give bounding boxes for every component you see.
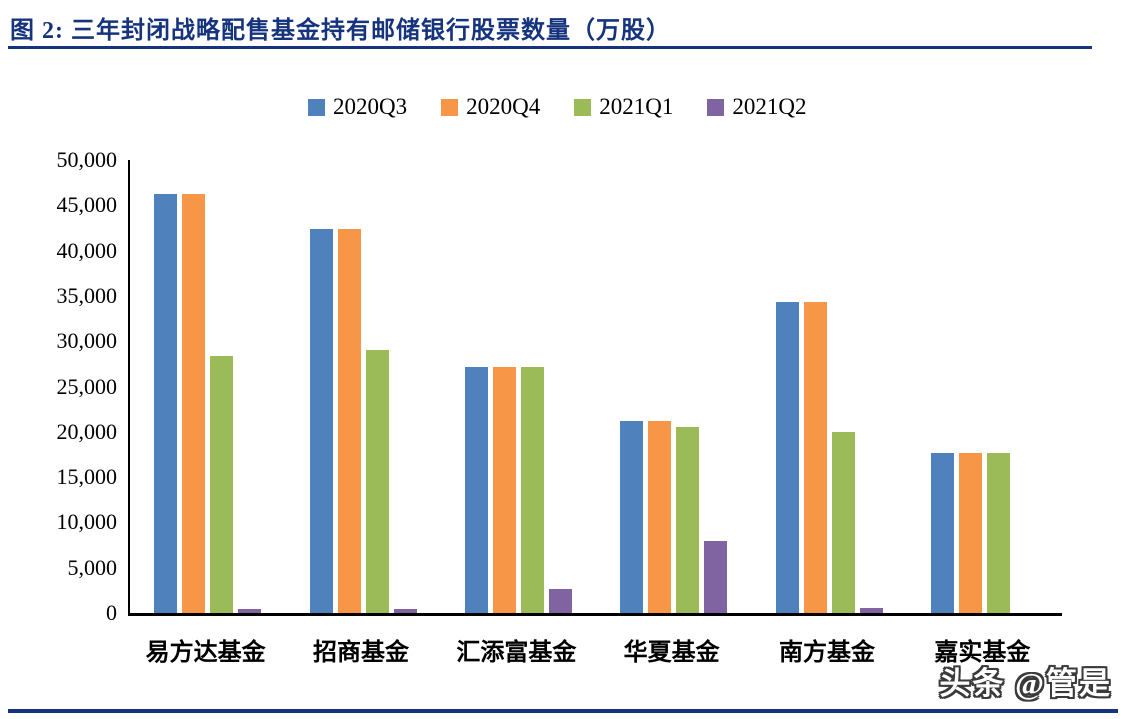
bar-2021Q1-嘉实基金 (986, 452, 1010, 613)
x-category-label-嘉实基金: 嘉实基金 (934, 640, 1031, 666)
y-tick-label-50000: 50,000 (56, 147, 118, 172)
title-rule (8, 46, 1092, 49)
x-category-label-华夏基金: 华夏基金 (623, 640, 720, 666)
legend-swatch-2020Q4 (441, 98, 459, 116)
bar-2020Q3-南方基金 (775, 302, 799, 613)
chart-legend: 2020Q3 2020Q4 2021Q1 2021Q2 (308, 94, 807, 120)
page-title: 图 2: 三年封闭战略配售基金持有邮储银行股票数量（万股） (10, 18, 671, 44)
bar-2020Q4-嘉实基金 (958, 452, 982, 613)
bar-2021Q2-招商基金 (393, 609, 417, 613)
legend-label-2020Q3: 2020Q3 (333, 94, 408, 119)
x-category-label-南方基金: 南方基金 (779, 640, 875, 666)
bar-2021Q1-汇添富基金 (520, 366, 544, 613)
bar-2020Q4-南方基金 (803, 302, 827, 613)
y-tick-label-5000: 5,000 (67, 554, 118, 580)
y-tick-label-45000: 45,000 (56, 192, 118, 218)
bar-2021Q2-易方达基金 (238, 609, 262, 613)
legend-label-2020Q4: 2020Q4 (466, 94, 541, 119)
x-axis-labels: 易方达基金 招商基金 汇添富基金 华夏基金 南方基金 嘉实基金 (128, 632, 1060, 666)
y-tick-label-0: 0 (106, 600, 117, 625)
bar-2021Q1-南方基金 (831, 431, 855, 613)
bar-2020Q3-易方达基金 (154, 193, 178, 613)
y-tick-label-25000: 25,000 (56, 373, 118, 399)
bottom-rule (8, 709, 1118, 713)
y-axis-labels: 0 5,000 10,000 15,000 20,000 25,000 30,000 35,0… (0, 149, 118, 624)
bar-2021Q2-汇添富基金 (548, 588, 572, 613)
legend-label-2021Q2: 2021Q2 (732, 94, 807, 119)
y-tick-label-40000: 40,000 (56, 237, 118, 263)
bar-2021Q1-招商基金 (365, 350, 389, 613)
bar-2021Q1-华夏基金 (676, 427, 700, 613)
x-category-label-招商基金: 招商基金 (313, 640, 409, 666)
y-tick-label-35000: 35,000 (56, 282, 118, 308)
bar-2020Q3-招商基金 (309, 228, 333, 613)
bar-2020Q4-汇添富基金 (492, 366, 516, 613)
y-tick-label-30000: 30,000 (56, 328, 118, 354)
legend-swatch-2021Q1 (574, 98, 592, 116)
legend-item-2020Q3: 2020Q3 (308, 94, 407, 120)
legend-item-2021Q1: 2021Q1 (574, 94, 673, 120)
y-tick-label-15000: 15,000 (56, 464, 118, 490)
bar-2021Q2-华夏基金 (704, 540, 728, 613)
legend-swatch-2020Q3 (308, 98, 325, 116)
bar-2021Q2-南方基金 (859, 607, 883, 613)
y-tick-label-10000: 10,000 (56, 509, 118, 535)
bar-2020Q4-易方达基金 (182, 193, 206, 613)
x-category-label-汇添富基金: 汇添富基金 (456, 640, 577, 666)
legend-item-2020Q4: 2020Q4 (441, 94, 540, 120)
bar-2021Q1-易方达基金 (210, 355, 234, 613)
x-category-label-易方达基金: 易方达基金 (145, 640, 266, 666)
legend-item-2021Q2: 2021Q2 (707, 94, 807, 120)
watermark: 头条 @管是 (939, 666, 1112, 701)
bar-2020Q3-华夏基金 (620, 420, 644, 613)
bar-2020Q4-华夏基金 (648, 420, 672, 613)
bar-2020Q3-汇添富基金 (464, 366, 488, 613)
plot-area (128, 160, 1062, 616)
bar-2020Q4-招商基金 (337, 228, 361, 613)
legend-label-2021Q1: 2021Q1 (599, 94, 674, 119)
legend-swatch-2021Q2 (707, 98, 725, 116)
y-tick-label-20000: 20,000 (56, 418, 118, 444)
bar-2020Q3-嘉实基金 (930, 452, 954, 613)
